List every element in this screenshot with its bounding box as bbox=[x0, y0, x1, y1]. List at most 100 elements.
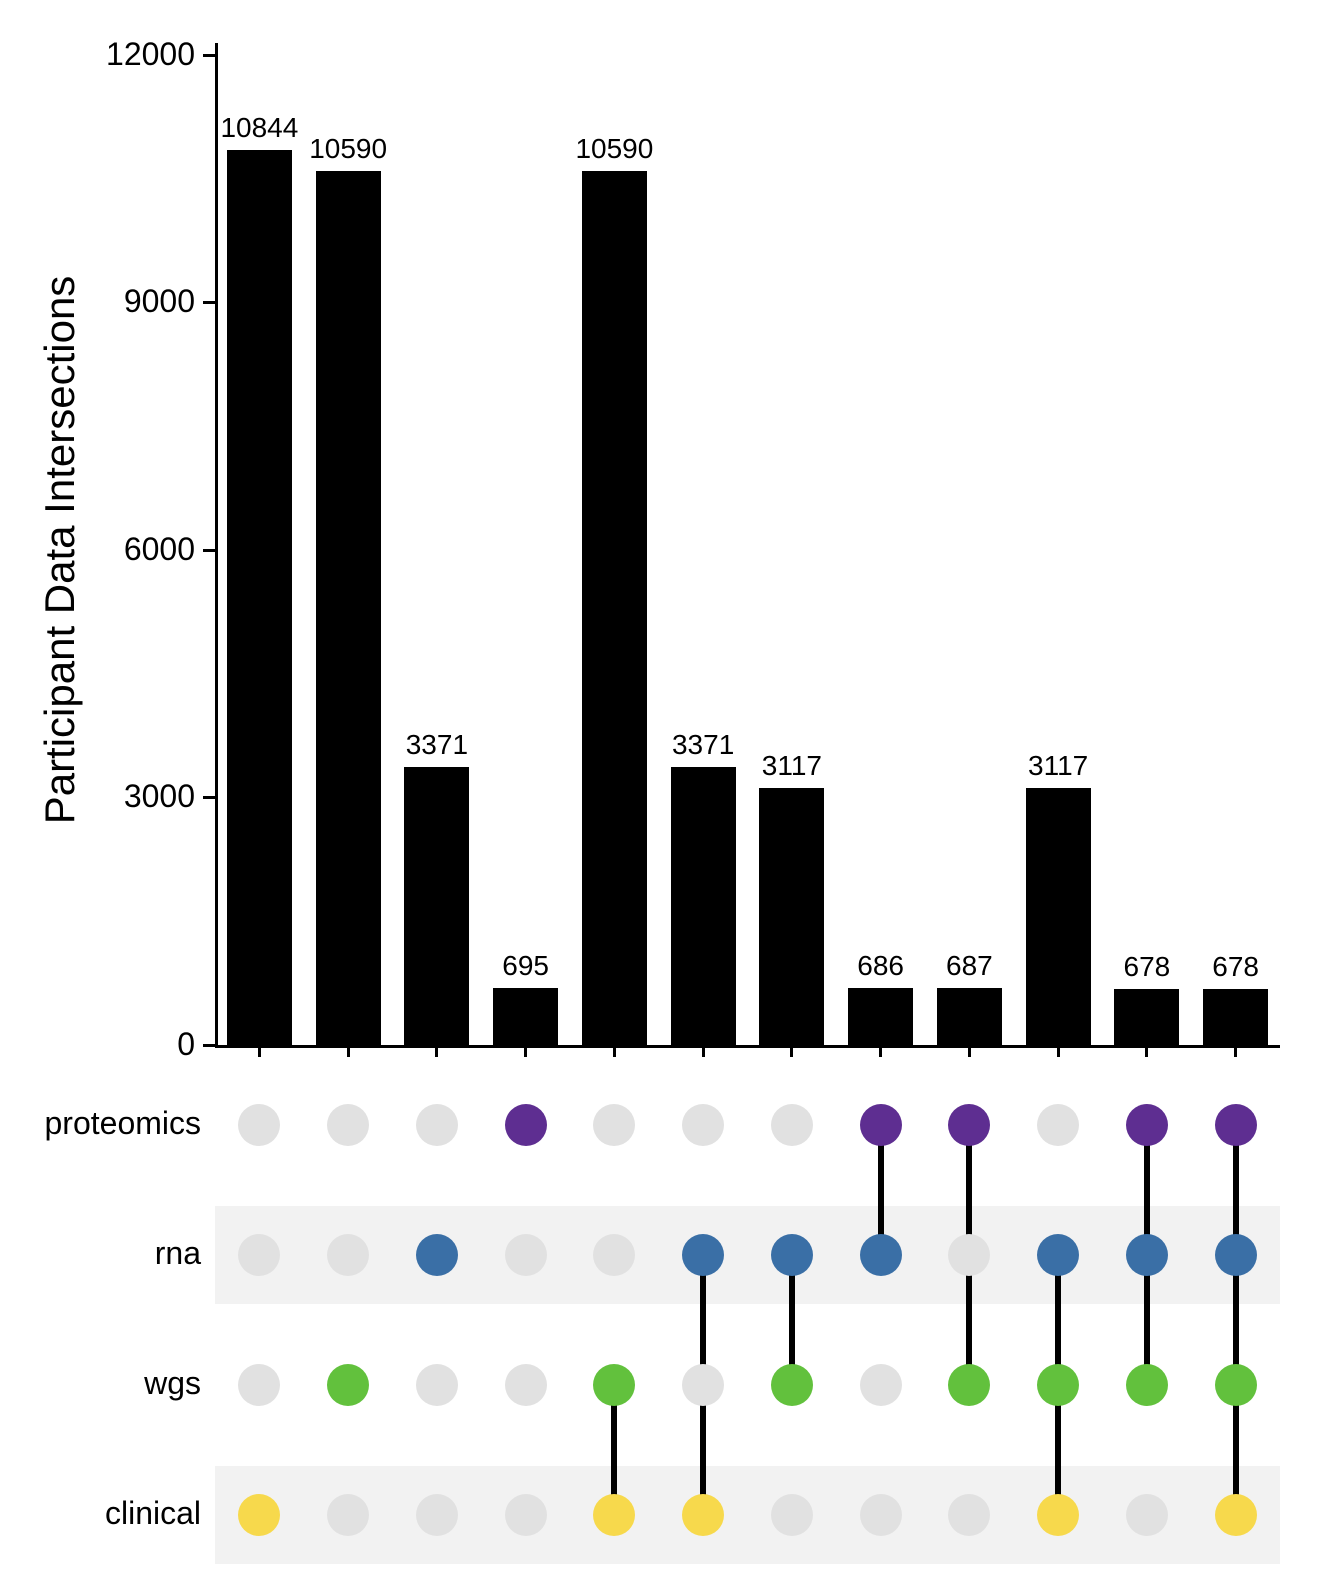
y-tick bbox=[203, 54, 215, 57]
matrix-dot-inactive bbox=[682, 1364, 724, 1406]
matrix-dot-active-rna bbox=[1037, 1234, 1079, 1276]
matrix-dot-inactive bbox=[416, 1494, 458, 1536]
y-tick-label: 0 bbox=[177, 1026, 195, 1063]
matrix-dot-active-proteomics bbox=[860, 1104, 902, 1146]
bar-value-label: 10590 bbox=[309, 133, 387, 165]
x-tick bbox=[258, 1045, 261, 1057]
x-axis-line bbox=[215, 1045, 1280, 1048]
matrix-dot-inactive bbox=[771, 1104, 813, 1146]
set-label-wgs: wgs bbox=[144, 1365, 201, 1402]
intersection-bar bbox=[671, 767, 736, 1045]
matrix-dot-inactive bbox=[505, 1234, 547, 1276]
matrix-dot-active-rna bbox=[1126, 1234, 1168, 1276]
intersection-bar bbox=[1203, 989, 1268, 1045]
matrix-dot-inactive bbox=[238, 1104, 280, 1146]
y-tick-label: 3000 bbox=[124, 778, 195, 815]
bar-value-label: 695 bbox=[502, 950, 549, 982]
matrix-dot-active-proteomics bbox=[505, 1104, 547, 1146]
matrix-dot-active-clinical bbox=[238, 1494, 280, 1536]
matrix-dot-inactive bbox=[860, 1364, 902, 1406]
bar-value-label: 3117 bbox=[762, 750, 822, 782]
matrix-dot-inactive bbox=[593, 1234, 635, 1276]
matrix-dot-inactive bbox=[593, 1104, 635, 1146]
matrix-dot-active-clinical bbox=[682, 1494, 724, 1536]
matrix-dot-active-proteomics bbox=[948, 1104, 990, 1146]
intersection-bar bbox=[1114, 989, 1179, 1045]
bar-value-label: 10590 bbox=[575, 133, 653, 165]
matrix-dot-inactive bbox=[327, 1104, 369, 1146]
y-axis-line bbox=[215, 43, 218, 1045]
intersection-bar bbox=[848, 988, 913, 1045]
bar-value-label: 678 bbox=[1212, 951, 1259, 983]
matrix-stripe bbox=[215, 1466, 1280, 1565]
matrix-dot-inactive bbox=[238, 1234, 280, 1276]
x-tick bbox=[790, 1045, 793, 1057]
intersection-bar bbox=[404, 767, 469, 1045]
matrix-dot-inactive bbox=[327, 1234, 369, 1276]
matrix-stripe bbox=[215, 1206, 1280, 1305]
set-label-proteomics: proteomics bbox=[45, 1105, 202, 1142]
bar-value-label: 3371 bbox=[406, 729, 468, 761]
matrix-dot-inactive bbox=[416, 1104, 458, 1146]
y-tick bbox=[203, 796, 215, 799]
intersection-bar bbox=[493, 988, 558, 1045]
matrix-dot-active-rna bbox=[1215, 1234, 1257, 1276]
matrix-dot-inactive bbox=[1037, 1104, 1079, 1146]
matrix-dot-active-wgs bbox=[948, 1364, 990, 1406]
intersection-bar bbox=[582, 171, 647, 1045]
bar-value-label: 10844 bbox=[220, 112, 298, 144]
intersection-bar bbox=[316, 171, 381, 1045]
matrix-dot-active-proteomics bbox=[1215, 1104, 1257, 1146]
matrix-dot-active-wgs bbox=[771, 1364, 813, 1406]
matrix-dot-inactive bbox=[505, 1494, 547, 1536]
matrix-dot-inactive bbox=[327, 1494, 369, 1536]
y-tick-label: 12000 bbox=[106, 36, 195, 73]
bar-value-label: 678 bbox=[1124, 951, 1171, 983]
matrix-dot-active-clinical bbox=[593, 1494, 635, 1536]
bar-value-label: 3371 bbox=[672, 729, 734, 761]
matrix-dot-active-proteomics bbox=[1126, 1104, 1168, 1146]
matrix-dot-active-wgs bbox=[1126, 1364, 1168, 1406]
y-tick bbox=[203, 549, 215, 552]
matrix-dot-active-wgs bbox=[1037, 1364, 1079, 1406]
matrix-dot-active-clinical bbox=[1037, 1494, 1079, 1536]
upset-plot-figure: 0 3000 6000 9000 12000 Participant Data Inter… bbox=[0, 0, 1330, 1592]
matrix-dot-inactive bbox=[771, 1494, 813, 1536]
bar-value-label: 3117 bbox=[1028, 750, 1088, 782]
set-label-rna: rna bbox=[155, 1235, 201, 1272]
intersection-bar bbox=[1026, 788, 1091, 1045]
set-label-clinical: clinical bbox=[105, 1495, 201, 1532]
x-tick bbox=[1057, 1045, 1060, 1057]
matrix-dot-inactive bbox=[416, 1364, 458, 1406]
matrix-connector bbox=[1233, 1125, 1239, 1515]
matrix-dot-active-wgs bbox=[593, 1364, 635, 1406]
matrix-dot-inactive bbox=[505, 1364, 547, 1406]
y-tick-label: 9000 bbox=[124, 283, 195, 320]
matrix-dot-inactive bbox=[238, 1364, 280, 1406]
matrix-dot-active-clinical bbox=[1215, 1494, 1257, 1536]
x-tick bbox=[968, 1045, 971, 1057]
intersection-bar bbox=[759, 788, 824, 1045]
matrix-dot-active-rna bbox=[682, 1234, 724, 1276]
x-tick bbox=[1234, 1045, 1237, 1057]
x-tick bbox=[347, 1045, 350, 1057]
intersection-bar bbox=[227, 150, 292, 1045]
x-tick bbox=[879, 1045, 882, 1057]
bar-value-label: 686 bbox=[857, 950, 904, 982]
y-axis-title: Participant Data Intersections bbox=[36, 276, 84, 825]
y-tick bbox=[203, 301, 215, 304]
y-tick bbox=[203, 1044, 215, 1047]
matrix-dot-inactive bbox=[948, 1234, 990, 1276]
y-tick-label: 6000 bbox=[124, 531, 195, 568]
matrix-dot-active-wgs bbox=[1215, 1364, 1257, 1406]
x-tick bbox=[702, 1045, 705, 1057]
matrix-dot-active-rna bbox=[416, 1234, 458, 1276]
matrix-dot-inactive bbox=[948, 1494, 990, 1536]
matrix-dot-active-wgs bbox=[327, 1364, 369, 1406]
x-tick bbox=[1145, 1045, 1148, 1057]
x-tick bbox=[435, 1045, 438, 1057]
intersection-bar bbox=[937, 988, 1002, 1045]
bar-value-label: 687 bbox=[946, 950, 993, 982]
matrix-dot-active-rna bbox=[771, 1234, 813, 1276]
matrix-dot-active-rna bbox=[860, 1234, 902, 1276]
